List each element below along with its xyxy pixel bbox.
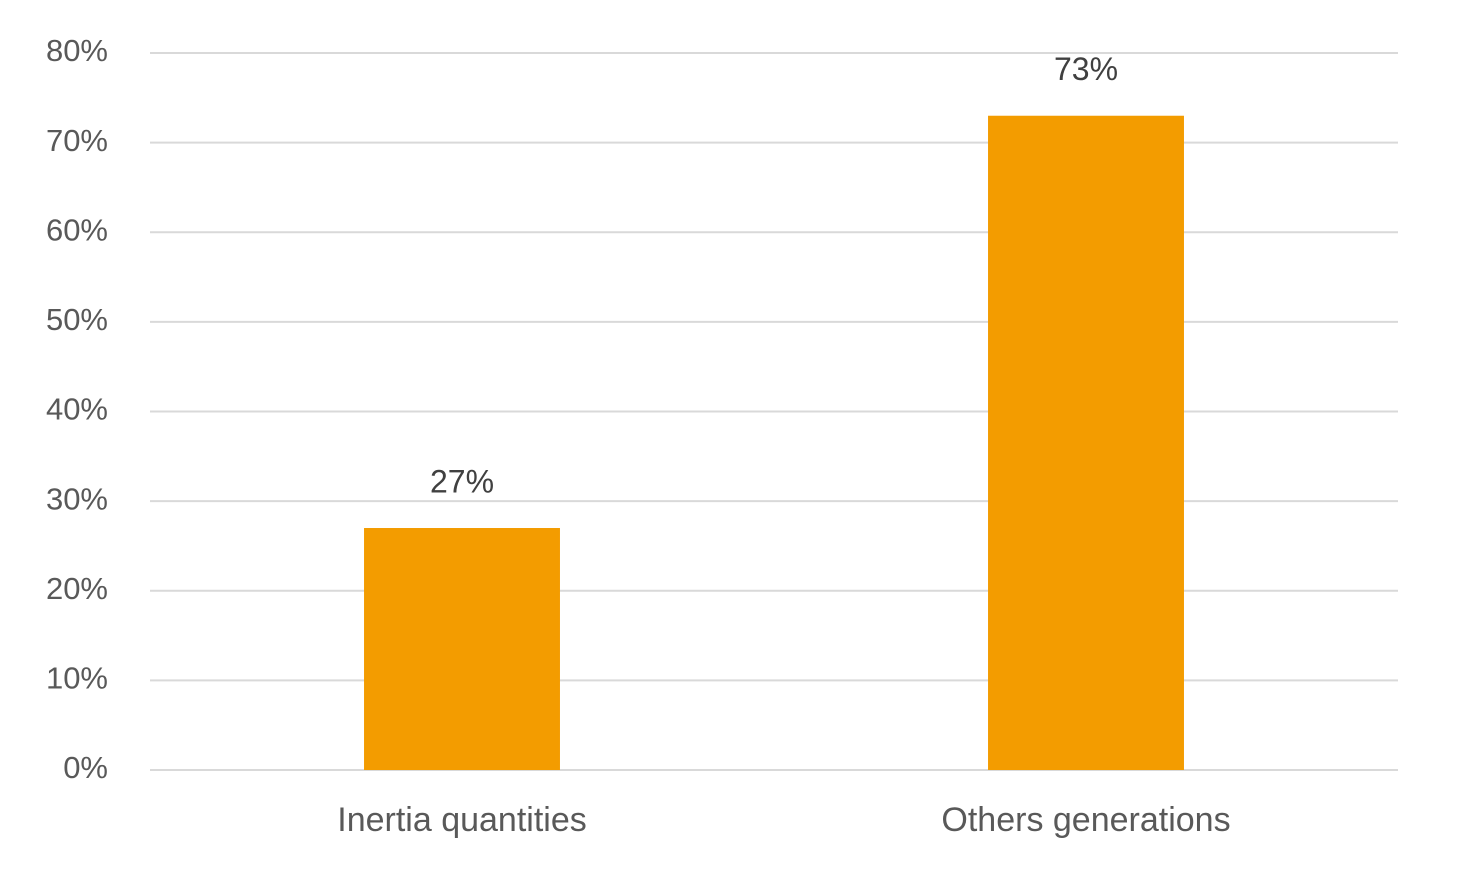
y-tick-label: 50%: [46, 302, 108, 337]
x-tick-label: Inertia quantities: [337, 801, 587, 839]
x-tick-label: Others generations: [941, 801, 1230, 839]
y-tick-label: 20%: [46, 571, 108, 606]
value-label: 73%: [1054, 51, 1118, 87]
y-tick-label: 10%: [46, 661, 108, 696]
bar: [364, 528, 560, 770]
y-tick-label: 70%: [46, 123, 108, 158]
y-tick-label: 30%: [46, 481, 108, 516]
bar: [988, 115, 1184, 771]
y-tick-label: 60%: [46, 212, 108, 247]
y-tick-label: 40%: [46, 392, 108, 427]
value-label: 27%: [430, 463, 494, 499]
y-tick-label: 0%: [63, 750, 108, 785]
y-tick-label: 80%: [46, 33, 108, 68]
